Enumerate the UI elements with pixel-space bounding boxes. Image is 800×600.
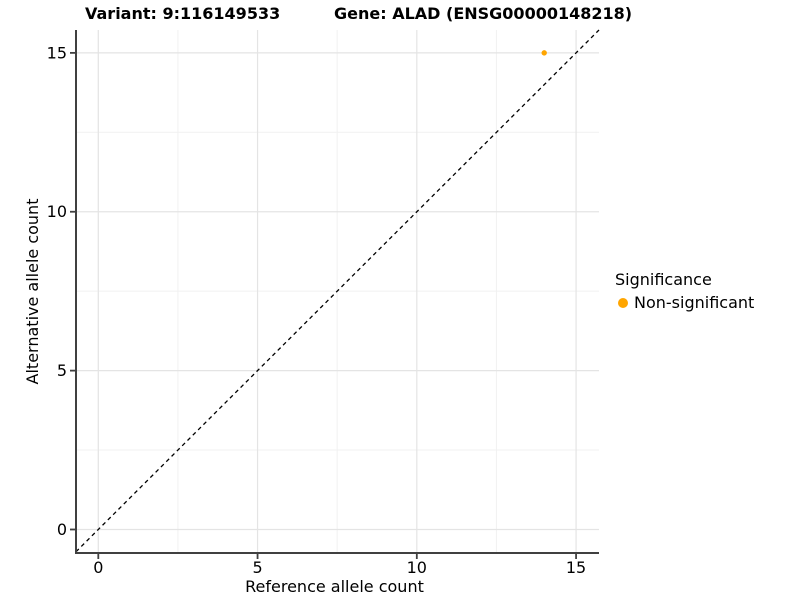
legend-item-label: Non-significant <box>634 293 755 312</box>
major-gridlines <box>76 30 599 553</box>
x-tick-labels: 0 5 10 15 <box>93 558 586 577</box>
data-point <box>541 50 547 56</box>
x-tick-label: 0 <box>93 558 103 577</box>
legend-item-non-significant: Non-significant <box>615 293 754 312</box>
identity-dashed-line <box>75 29 600 553</box>
y-tick-label: 5 <box>57 361 67 380</box>
y-axis-title: Alternative allele count <box>23 199 42 385</box>
data-points <box>541 50 547 56</box>
plot-title-row: Variant: 9:116149533 Gene: ALAD (ENSG000… <box>0 5 800 27</box>
gene-title: Gene: ALAD (ENSG00000148218) <box>334 4 633 23</box>
y-tick-label: 0 <box>57 520 67 539</box>
x-tick-label: 10 <box>407 558 427 577</box>
tick-marks <box>70 51 577 559</box>
y-tick-label: 10 <box>47 202 67 221</box>
y-tick-labels: 0 5 10 15 <box>47 43 67 539</box>
x-tick-label: 5 <box>252 558 262 577</box>
minor-gridlines <box>76 30 599 553</box>
significance-legend: Significance Non-significant <box>615 270 754 312</box>
y-tick-label: 15 <box>47 43 67 62</box>
x-tick-label: 15 <box>566 558 586 577</box>
variant-title: Variant: 9:116149533 <box>85 4 281 23</box>
legend-title: Significance <box>615 270 712 289</box>
axis-lines <box>75 30 599 554</box>
x-axis-title: Reference allele count <box>245 577 424 596</box>
orange-point-icon <box>618 297 628 308</box>
